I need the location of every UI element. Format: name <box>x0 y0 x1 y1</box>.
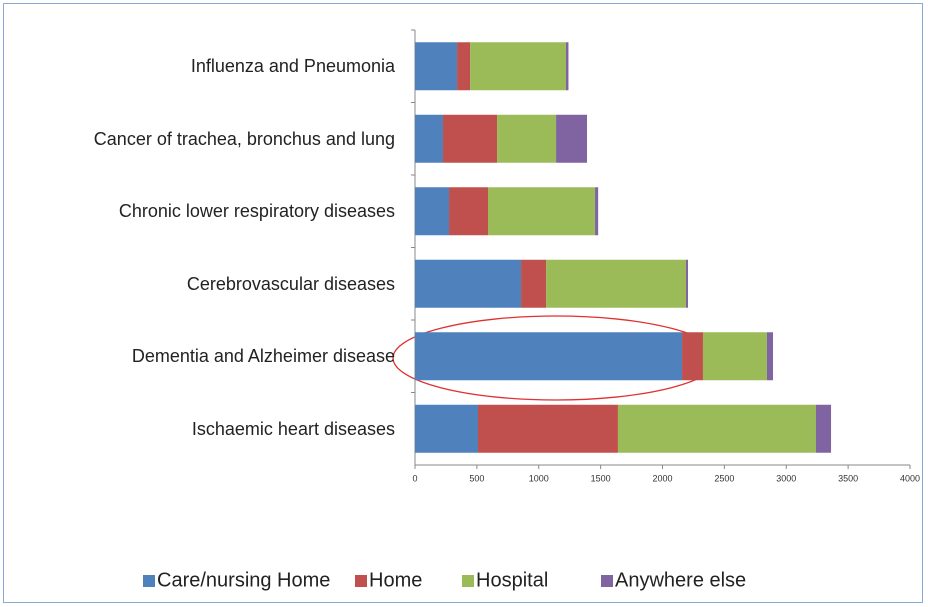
bar-segment <box>488 187 596 236</box>
x-tick-label: 500 <box>469 473 484 483</box>
bar-segment <box>682 332 703 381</box>
legend-swatch <box>143 575 155 587</box>
legend-label: Hospital <box>476 569 548 591</box>
bar-segment <box>415 187 450 236</box>
x-tick-label: 1500 <box>591 473 611 483</box>
bar-segment <box>415 332 683 381</box>
bar-segment <box>477 404 618 453</box>
x-tick-label: 4000 <box>900 473 920 483</box>
legend-swatch <box>355 575 367 587</box>
bar-segment <box>595 187 599 236</box>
legend-swatch <box>601 575 613 587</box>
category-label: Chronic lower respiratory diseases <box>118 201 395 222</box>
bar-segment <box>415 404 478 453</box>
x-tick-label: 1000 <box>529 473 549 483</box>
bar-segment <box>457 42 471 91</box>
bar-segment <box>449 187 489 236</box>
frame <box>3 3 923 603</box>
bar-segment <box>766 332 774 381</box>
legend-label: Home <box>369 569 422 591</box>
bar-segment <box>415 42 458 91</box>
bar-segment <box>686 259 688 308</box>
legend-swatch <box>462 575 474 587</box>
x-tick-label: 0 <box>412 473 417 483</box>
bar-segment <box>497 114 557 163</box>
category-label: Influenza and Pneumonia <box>190 56 395 77</box>
bar-segment <box>815 404 832 453</box>
bar-segment <box>565 42 569 91</box>
bar-segment <box>442 114 498 163</box>
x-tick-label: 2500 <box>714 473 734 483</box>
bar-segment <box>556 114 588 163</box>
category-label: Dementia and Alzheimer disease <box>131 346 395 367</box>
category-label: Cancer of trachea, bronchus and lung <box>93 128 395 149</box>
category-label: Ischaemic heart diseases <box>191 418 395 439</box>
bar-segment <box>470 42 566 91</box>
x-tick-label: 3000 <box>776 473 796 483</box>
legend-label: Anywhere else <box>615 569 746 591</box>
bar-segment <box>521 259 547 308</box>
bar-segment <box>415 259 522 308</box>
x-tick-label: 2000 <box>652 473 672 483</box>
bar-segment <box>415 114 443 163</box>
legend-label: Care/nursing Home <box>157 569 330 591</box>
x-tick-label: 3500 <box>838 473 858 483</box>
bar-segment <box>617 404 816 453</box>
category-label: Cerebrovascular diseases <box>186 273 395 294</box>
bar-segment <box>546 259 687 308</box>
bar-segment <box>702 332 767 381</box>
